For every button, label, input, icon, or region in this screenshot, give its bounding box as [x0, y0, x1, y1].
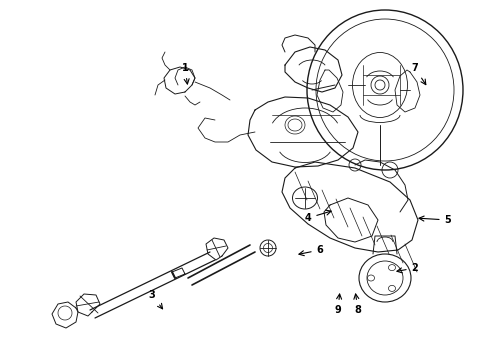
Text: 1: 1 — [182, 63, 189, 84]
Text: 2: 2 — [397, 263, 418, 273]
Text: 9: 9 — [335, 294, 342, 315]
Text: 3: 3 — [148, 290, 163, 309]
Text: 7: 7 — [412, 63, 426, 85]
Text: 8: 8 — [354, 294, 362, 315]
Text: 4: 4 — [305, 210, 331, 223]
Text: 6: 6 — [299, 245, 323, 256]
Text: 5: 5 — [419, 215, 451, 225]
